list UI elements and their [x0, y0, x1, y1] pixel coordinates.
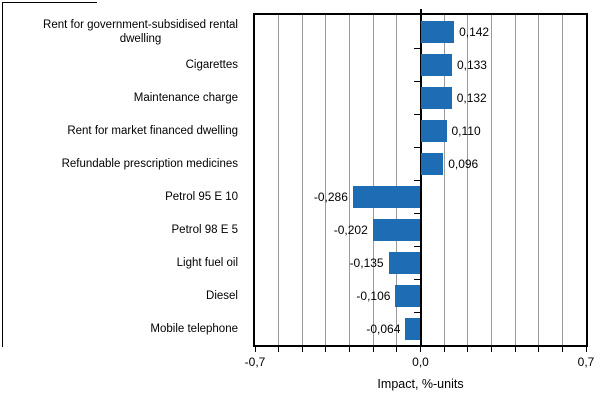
category-row: Rent for market financed dwelling [0, 114, 244, 147]
x-axis-tick [420, 347, 421, 352]
bar [388, 251, 421, 274]
x-axis-tick [585, 347, 587, 352]
category-row: Diesel [0, 279, 244, 312]
gridline [372, 15, 374, 345]
bar-value-label: -0,286 [313, 189, 348, 204]
category-label: Mobile telephone [150, 322, 238, 335]
x-axis-tick [325, 347, 327, 352]
category-label: Maintenance charge [133, 91, 238, 104]
zero-axis-tick [413, 312, 420, 313]
bar [420, 53, 452, 76]
x-axis-tick [278, 347, 280, 352]
bar [372, 218, 421, 241]
category-row: Cigarettes [0, 48, 244, 81]
category-row: Light fuel oil [0, 246, 244, 279]
bar [420, 20, 455, 43]
category-row: Maintenance charge [0, 81, 244, 114]
figure-border-top [2, 2, 97, 3]
x-axis-tick [443, 347, 445, 352]
zero-axis-tick [413, 48, 420, 49]
gridline [538, 15, 540, 345]
x-axis-tick [301, 347, 303, 352]
zero-axis-tick [413, 180, 420, 181]
x-axis-title: Impact, %-units [377, 377, 464, 391]
zero-axis-tick-top [419, 9, 422, 13]
category-label: Light fuel oil [176, 256, 238, 269]
plot-area: 0,142 0,133 0,132 0,110 0,096 -0,286 -0,202 -0,… [253, 13, 588, 347]
category-label: Cigarettes [185, 58, 238, 71]
category-row: Mobile telephone [0, 312, 244, 345]
x-axis-tick-label: -0,7 [244, 355, 266, 369]
x-axis-tick [514, 347, 516, 352]
x-axis-tick [538, 347, 540, 352]
figure-border-left [2, 2, 3, 347]
category-label: Refundable prescription medicines [61, 157, 238, 170]
gridline [561, 15, 563, 345]
x-axis-tick-label: 0,0 [412, 355, 429, 369]
zero-axis-tick [413, 81, 420, 82]
bar-value-label: -0,064 [366, 321, 401, 336]
x-axis-tick [254, 347, 256, 352]
gridline [301, 15, 303, 345]
bar [420, 119, 447, 142]
bar [405, 317, 421, 340]
bar [420, 152, 444, 175]
gridline [396, 15, 398, 345]
bar [420, 86, 452, 109]
category-row: Petrol 98 E 5 [0, 213, 244, 246]
gridline [325, 15, 327, 345]
gridline [514, 15, 516, 345]
gridline [278, 15, 280, 345]
bar-value-label: -0,202 [333, 222, 368, 237]
bar-value-label: -0,135 [349, 255, 384, 270]
x-axis-tick [349, 347, 351, 352]
bar-value-label: 0,142 [459, 24, 490, 39]
category-label: Petrol 95 E 10 [165, 190, 238, 203]
bar [352, 185, 421, 208]
x-axis-tick [372, 347, 374, 352]
x-axis-tick-label: 0,7 [577, 355, 595, 369]
x-axis-tick [396, 347, 398, 352]
category-row: Refundable prescription medicines [0, 147, 244, 180]
zero-axis-tick [413, 246, 420, 247]
gridline [467, 15, 469, 345]
gridline [490, 15, 492, 345]
bar-value-label: 0,110 [451, 123, 481, 138]
x-axis-tick [467, 347, 469, 352]
gridline [349, 15, 351, 345]
zero-axis-tick [413, 213, 420, 214]
category-label: Diesel [206, 289, 238, 302]
x-axis-tick [490, 347, 492, 352]
category-axis-labels: Rent for government-subsidised rental dw… [0, 13, 244, 347]
category-label: Petrol 98 E 5 [171, 223, 238, 236]
gridline [443, 15, 445, 345]
bar-value-label: -0,106 [356, 288, 391, 303]
category-label: Rent for market financed dwelling [67, 124, 238, 137]
zero-axis-tick [413, 114, 420, 115]
bar-value-label: 0,096 [448, 156, 479, 171]
x-axis-tick [561, 347, 563, 352]
category-label: Rent for government-subsidised rental dw… [43, 18, 238, 45]
bar-value-label: 0,133 [456, 57, 487, 72]
category-row: Petrol 95 E 10 [0, 180, 244, 213]
category-row: Rent for government-subsidised rental dw… [0, 15, 244, 48]
zero-axis-tick [413, 279, 420, 280]
x-axis-tick-labels: -0,7 0,0 0,7 [0, 355, 606, 371]
bar [395, 284, 421, 307]
x-axis-ticks [0, 347, 606, 353]
bar-value-label: 0,132 [456, 90, 487, 105]
zero-axis-line [419, 15, 422, 345]
zero-axis-tick [413, 147, 420, 148]
